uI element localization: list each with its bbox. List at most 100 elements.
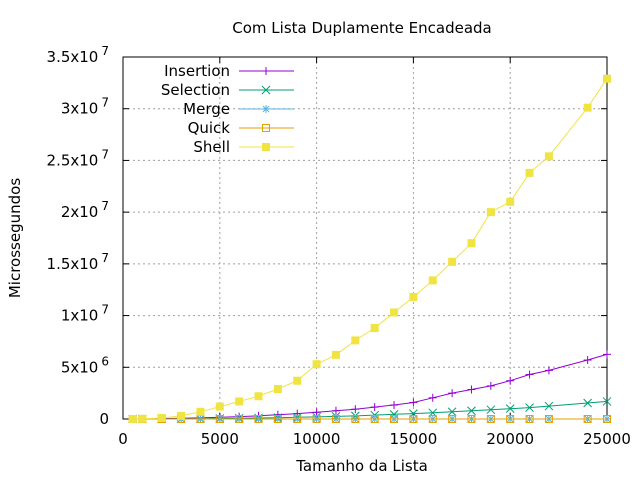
data-point-shell [235, 397, 244, 406]
data-point-insertion [390, 401, 399, 410]
series-shell [128, 74, 611, 423]
data-point-quick [467, 415, 476, 423]
legend-marker-quick [262, 124, 270, 132]
data-point-quick [583, 415, 592, 423]
data-point-quick [525, 415, 534, 423]
x-tick-label: 10000 [293, 430, 341, 448]
legend-label-shell: Shell [193, 138, 230, 156]
y-tick-label: 2x10 7 [61, 199, 109, 221]
data-point-shell [544, 152, 553, 161]
data-point-shell [603, 74, 611, 83]
data-point-shell [128, 415, 137, 423]
data-point-shell [196, 407, 205, 416]
data-point-selection [486, 405, 496, 415]
legend-label-quick: Quick [188, 119, 231, 137]
data-point-quick [506, 415, 515, 423]
data-point-shell [467, 239, 476, 248]
data-point-shell [506, 197, 515, 206]
data-point-quick [351, 415, 360, 423]
x-tick-label: 15000 [390, 430, 438, 448]
data-point-selection [525, 403, 534, 412]
legend-label-selection: Selection [161, 81, 230, 99]
data-point-quick [544, 415, 553, 423]
grid [123, 57, 607, 419]
data-point-shell [254, 392, 263, 401]
legend-item-shell: Shell [193, 138, 294, 156]
data-point-shell [370, 323, 379, 332]
data-point-insertion [409, 398, 418, 407]
legend-item-merge: Merge [183, 100, 294, 118]
data-point-quick [603, 415, 611, 423]
data-point-shell [428, 276, 437, 285]
data-point-quick [293, 415, 302, 423]
data-point-insertion [448, 389, 457, 398]
plot-series [128, 74, 612, 424]
data-point-quick [370, 415, 379, 423]
data-point-shell [312, 360, 321, 369]
x-axis-label: Tamanho da Lista [295, 457, 428, 475]
data-point-insertion [467, 385, 476, 394]
y-tick-label: 2.5x10 7 [47, 147, 109, 169]
x-tick-label: 5000 [201, 430, 239, 448]
data-point-shell [525, 168, 534, 177]
legend-marker-insertion [262, 67, 270, 75]
data-point-selection [505, 404, 515, 414]
data-point-quick [409, 415, 418, 423]
series-quick [128, 415, 611, 423]
data-point-shell [331, 350, 340, 359]
legend-marker-merge [262, 105, 270, 113]
data-point-shell [390, 308, 399, 317]
data-point-insertion [544, 366, 553, 375]
data-point-quick [448, 415, 457, 423]
y-tick-label: 1.5x10 7 [47, 251, 109, 273]
data-point-insertion [603, 350, 611, 359]
y-tick-label: 0 [99, 410, 109, 428]
y-tick-label: 3.5x10 7 [47, 44, 109, 66]
data-point-shell [583, 103, 592, 112]
data-point-quick [235, 415, 244, 423]
data-point-selection [583, 398, 592, 408]
data-point-insertion [506, 376, 515, 385]
data-point-shell [293, 376, 302, 385]
data-point-shell [273, 385, 282, 394]
data-point-insertion [331, 406, 340, 415]
data-point-quick [312, 415, 321, 423]
data-point-shell [448, 257, 457, 266]
y-axis-label: Microssegundos [6, 178, 24, 298]
data-point-quick [390, 415, 399, 423]
data-point-shell [351, 336, 360, 345]
legend-item-quick: Quick [188, 119, 294, 137]
x-tick-label: 20000 [486, 430, 534, 448]
data-point-insertion [370, 403, 379, 412]
y-tick-label: 3x10 7 [61, 96, 109, 118]
data-point-shell [486, 208, 495, 217]
x-tick-label: 25000 [583, 430, 631, 448]
legend-marker-selection [261, 85, 271, 95]
data-point-quick [215, 415, 224, 423]
chart-title: Com Lista Duplamente Encadeada [232, 19, 491, 37]
data-point-shell [157, 413, 166, 422]
data-point-insertion [351, 405, 360, 414]
legend-label-insertion: Insertion [164, 62, 230, 80]
legend-marker-shell [262, 143, 270, 151]
data-point-insertion [583, 356, 592, 365]
data-point-shell [138, 414, 147, 423]
data-point-quick [486, 415, 495, 423]
data-point-insertion [486, 381, 495, 390]
data-point-selection [602, 397, 612, 406]
data-point-selection [544, 401, 554, 411]
data-point-insertion [312, 408, 321, 417]
legend-item-selection: Selection [161, 81, 294, 99]
legend-label-merge: Merge [183, 100, 230, 118]
data-point-quick [428, 415, 437, 423]
data-point-insertion [525, 370, 534, 379]
legend-item-insertion: Insertion [164, 62, 294, 80]
data-point-selection [447, 407, 457, 417]
data-point-selection [467, 406, 476, 416]
data-point-quick [331, 415, 340, 423]
data-point-quick [254, 415, 263, 423]
y-tick-label: 1x10 7 [61, 303, 109, 325]
data-point-insertion [428, 393, 437, 402]
